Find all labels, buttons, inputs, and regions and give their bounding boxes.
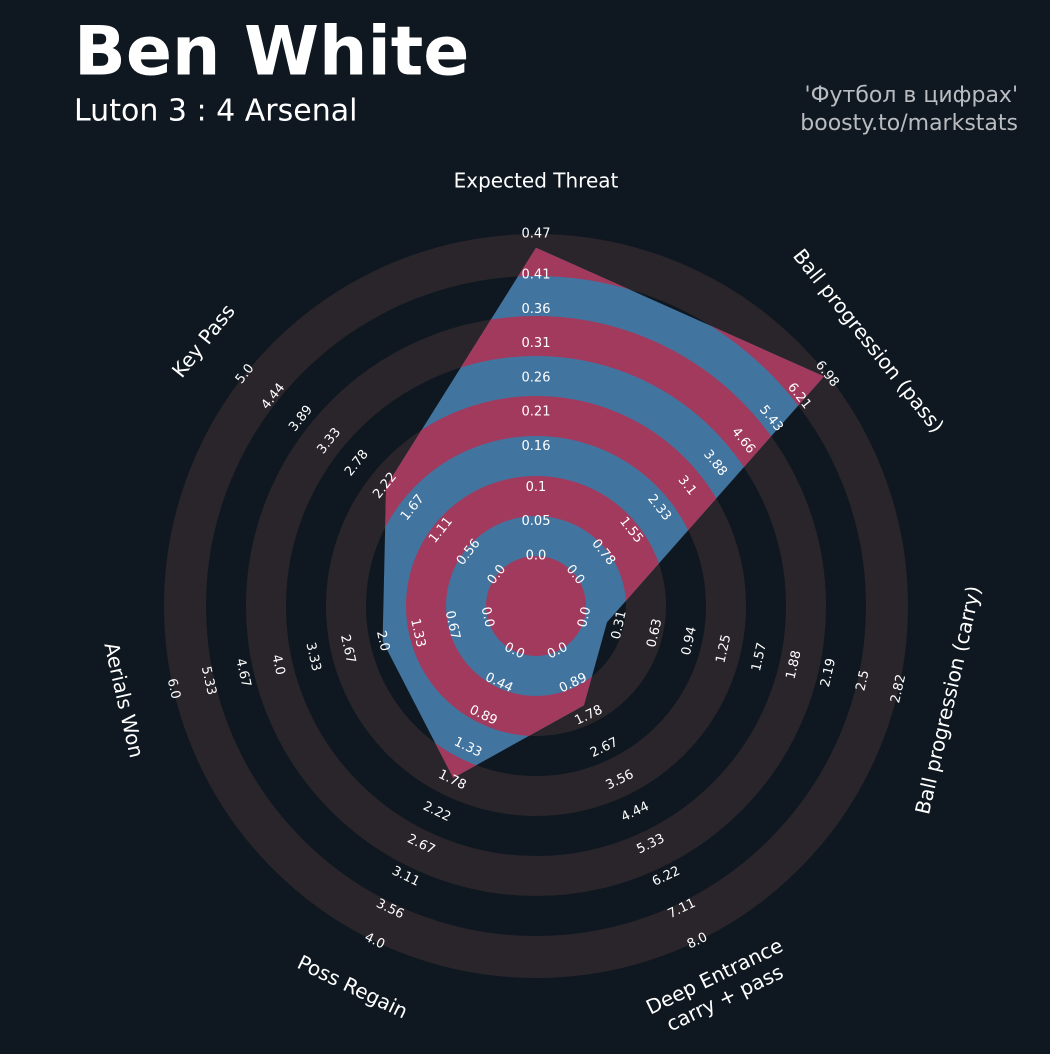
credit: boosty.to/markstats	[800, 111, 1018, 136]
tick-label: 2.67	[337, 633, 358, 665]
tick-label: 0.26	[522, 370, 551, 385]
tick-label: 2.82	[888, 673, 909, 705]
credit: 'Футбол в цифрах'	[805, 83, 1018, 108]
tick-label: 1.33	[407, 617, 428, 649]
tick-label: 0.41	[522, 268, 551, 283]
tick-label: 2.19	[818, 657, 839, 689]
tick-label: 2.5	[853, 669, 872, 693]
axis-label: Expected Threat	[454, 169, 619, 193]
tick-label: 0.31	[522, 336, 551, 351]
chart-title: Ben White	[74, 13, 469, 92]
tick-label: 6.0	[164, 677, 183, 701]
tick-label: 0.47	[522, 227, 551, 242]
tick-label: 0.36	[522, 302, 551, 317]
tick-label: 0.21	[522, 405, 551, 420]
tick-label: 0.0	[478, 605, 497, 629]
tick-label: 0.1	[526, 480, 547, 495]
tick-label: 1.88	[783, 649, 804, 681]
chart-subtitle: Luton 3 : 4 Arsenal	[74, 94, 357, 129]
tick-label: 5.33	[198, 665, 219, 697]
tick-label: 0.63	[644, 617, 665, 649]
ring-band	[382, 247, 824, 778]
tick-label: 2.0	[373, 629, 392, 653]
tick-label: 0.05	[522, 514, 551, 529]
tick-label: 4.67	[232, 657, 253, 689]
tick-label: 0.94	[679, 625, 700, 657]
tick-label: 3.33	[302, 641, 323, 673]
tick-label: 0.0	[526, 549, 547, 564]
ring-band	[486, 556, 586, 656]
tick-label: 0.31	[609, 609, 630, 641]
tick-label: 0.0	[575, 605, 594, 629]
tick-label: 0.16	[522, 439, 551, 454]
tick-label: 0.67	[442, 609, 463, 641]
tick-label: 1.57	[749, 641, 770, 673]
tick-label: 1.25	[713, 633, 734, 665]
tick-label: 4.0	[268, 653, 287, 677]
